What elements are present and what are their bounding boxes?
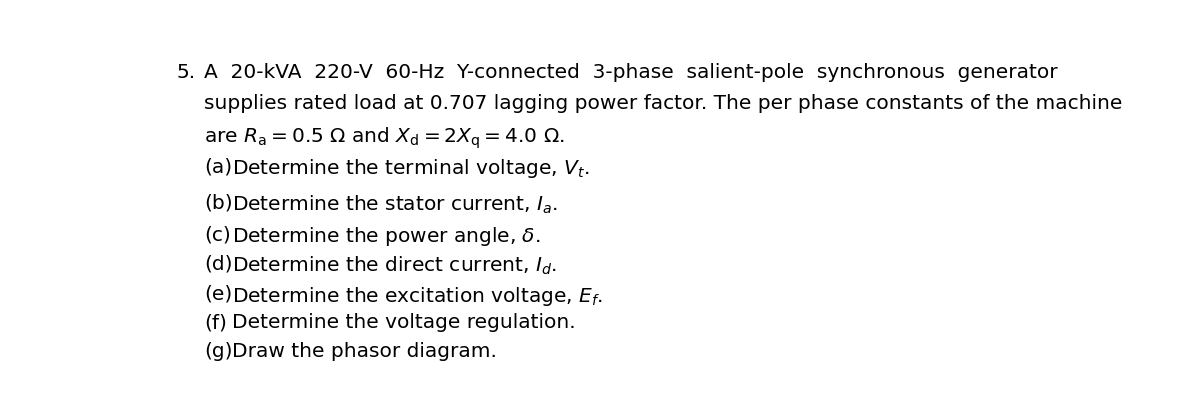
Text: A  20-kVA  220-V  60-Hz  Y-connected  3-phase  salient-pole  synchronous  genera: A 20-kVA 220-V 60-Hz Y-connected 3-phase… (204, 63, 1057, 82)
Text: (d): (d) (204, 255, 233, 274)
Text: (f): (f) (204, 313, 227, 332)
Text: Determine the power angle, $\delta$.: Determine the power angle, $\delta$. (232, 225, 540, 248)
Text: Determine the excitation voltage, $E_f$.: Determine the excitation voltage, $E_f$. (232, 285, 602, 308)
Text: (a): (a) (204, 157, 232, 176)
Text: 5.: 5. (176, 63, 196, 82)
Text: Determine the stator current, $I_a$.: Determine the stator current, $I_a$. (232, 194, 558, 216)
Text: are $R_\mathrm{a} = 0.5\ \Omega$ and $X_\mathrm{d} = 2X_\mathrm{q} = 4.0\ \Omega: are $R_\mathrm{a} = 0.5\ \Omega$ and $X_… (204, 126, 565, 151)
Text: supplies rated load at 0.707 lagging power factor. The per phase constants of th: supplies rated load at 0.707 lagging pow… (204, 94, 1122, 114)
Text: Draw the phasor diagram.: Draw the phasor diagram. (232, 341, 497, 360)
Text: (c): (c) (204, 225, 230, 244)
Text: (e): (e) (204, 285, 232, 304)
Text: Determine the voltage regulation.: Determine the voltage regulation. (232, 313, 576, 332)
Text: Determine the terminal voltage, $V_t$.: Determine the terminal voltage, $V_t$. (232, 157, 589, 180)
Text: (g): (g) (204, 341, 233, 360)
Text: Determine the direct current, $I_d$.: Determine the direct current, $I_d$. (232, 255, 557, 277)
Text: (b): (b) (204, 194, 233, 212)
